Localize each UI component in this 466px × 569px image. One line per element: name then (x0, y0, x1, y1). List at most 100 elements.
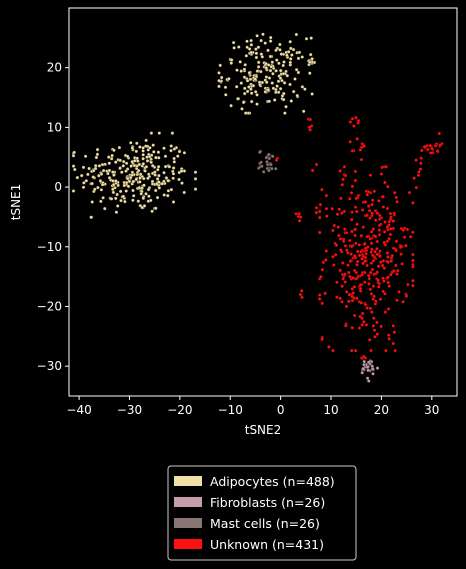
data-point (149, 131, 154, 135)
data-point (294, 67, 299, 72)
data-point (157, 186, 162, 190)
data-point (166, 178, 170, 183)
data-point (150, 163, 155, 168)
data-point (256, 45, 261, 49)
data-point (253, 77, 257, 81)
data-point (132, 159, 137, 163)
data-point (138, 172, 143, 177)
data-point (343, 173, 348, 178)
data-point (126, 184, 131, 189)
data-point (383, 310, 388, 314)
data-point (309, 36, 313, 40)
data-point (162, 170, 166, 175)
data-point (389, 259, 394, 263)
data-point (350, 229, 354, 234)
data-point (267, 99, 272, 104)
data-point (263, 41, 267, 45)
data-point (411, 252, 415, 257)
data-point (385, 239, 390, 243)
data-point (124, 189, 128, 193)
data-point (366, 368, 370, 373)
data-point (341, 239, 346, 244)
data-point (364, 189, 369, 194)
data-point (265, 80, 269, 85)
data-point (416, 173, 421, 178)
data-point (342, 165, 347, 169)
data-point (363, 200, 368, 204)
data-point (269, 162, 273, 167)
data-point (314, 210, 319, 215)
data-point (340, 284, 344, 288)
data-point (282, 60, 286, 64)
data-point (100, 162, 105, 167)
data-point (430, 146, 434, 151)
data-point (304, 37, 309, 41)
data-point (350, 117, 355, 121)
x-axis-label: tSNE2 (245, 423, 282, 437)
data-point (296, 70, 301, 75)
data-point (136, 199, 141, 203)
data-point (248, 77, 253, 81)
data-point (249, 50, 253, 55)
data-point (349, 217, 354, 222)
data-point (360, 323, 364, 327)
data-point (373, 249, 377, 254)
data-point (378, 249, 382, 253)
data-point (335, 280, 339, 285)
data-point (386, 307, 391, 311)
legend-label: Unknown (n=431) (210, 537, 324, 552)
data-point (264, 75, 269, 79)
data-point (365, 365, 370, 369)
data-point (361, 366, 365, 371)
data-point (109, 156, 114, 161)
data-point (391, 341, 396, 346)
data-point (367, 276, 372, 281)
data-point (362, 242, 367, 246)
data-point (256, 65, 261, 69)
data-point (318, 202, 323, 207)
data-point (100, 182, 105, 187)
data-point (371, 284, 376, 288)
data-point (156, 164, 161, 169)
data-point (107, 176, 112, 180)
data-point (157, 173, 161, 178)
data-point (142, 204, 147, 208)
data-point (348, 120, 353, 124)
x-tick-label: 0 (277, 403, 285, 417)
data-point (350, 298, 355, 303)
data-point (308, 60, 312, 65)
data-point (370, 366, 375, 371)
data-point (255, 102, 259, 106)
data-point (154, 206, 158, 211)
data-point (358, 148, 363, 152)
data-point (147, 154, 152, 159)
data-point (361, 225, 366, 229)
data-point (243, 86, 247, 91)
data-point (129, 141, 133, 145)
data-point (367, 282, 371, 286)
data-point (372, 328, 377, 332)
x-tick-label: −20 (167, 403, 192, 417)
data-point (419, 161, 423, 166)
data-point (367, 208, 372, 213)
data-point (115, 192, 119, 197)
data-point (385, 206, 390, 211)
x-axis-ticks: −40 −30 −20 −10 0 10 20 30 (66, 396, 439, 417)
data-point (320, 301, 324, 306)
data-point (123, 199, 127, 204)
data-point (293, 77, 297, 81)
data-point (393, 190, 397, 195)
data-point (390, 253, 395, 258)
data-point (310, 92, 314, 96)
data-point (261, 32, 265, 37)
legend-swatch (174, 518, 202, 528)
data-point (380, 263, 385, 268)
data-point (157, 180, 161, 184)
data-point (112, 148, 116, 153)
data-point (94, 155, 99, 160)
data-point (394, 248, 398, 253)
data-point (375, 366, 380, 370)
data-point (378, 213, 382, 218)
data-point (86, 172, 90, 177)
data-point (351, 276, 355, 280)
